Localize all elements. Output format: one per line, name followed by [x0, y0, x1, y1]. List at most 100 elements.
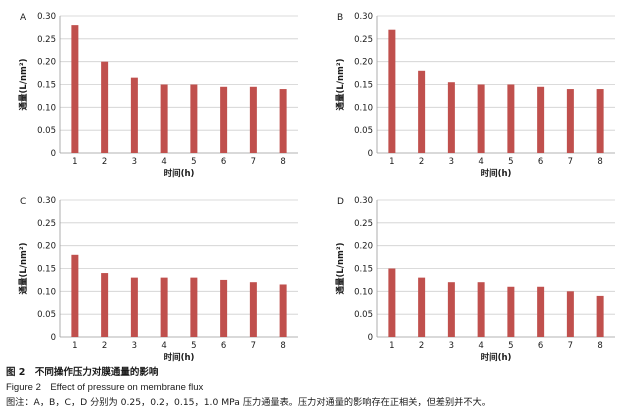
x-tick-label: 2	[419, 341, 424, 351]
x-tick-label: 1	[72, 157, 77, 167]
figure-caption-title: 图 2 不同操作压力对膜通量的影响	[6, 367, 159, 378]
x-tick-label: 6	[221, 157, 226, 167]
y-tick-label: 0.10	[37, 103, 56, 113]
panel-label-a: A	[20, 13, 27, 23]
y-tick-label: 0.30	[37, 196, 56, 206]
bar-5	[507, 286, 515, 337]
y-tick-label: 0.25	[354, 219, 373, 229]
x-tick-label: 3	[132, 157, 137, 167]
y-tick-label: 0.25	[37, 219, 56, 229]
panel-label-c: C	[20, 197, 26, 207]
bar-1	[71, 25, 79, 154]
bar-4	[477, 84, 485, 153]
x-axis-title: 时间(h)	[481, 168, 512, 179]
chart-svg-a: A 0 0.05 0.10 0.15 0.20 0.25 0.30 1 2 3 4 5 6 7 8 时间(h) 通…	[18, 12, 298, 179]
x-axis-title: 时间(h)	[164, 168, 195, 179]
x-tick-label: 1	[389, 157, 394, 167]
bar-7	[566, 89, 574, 153]
x-tick-label: 8	[597, 341, 602, 351]
y-tick-label: 0.15	[354, 81, 373, 91]
x-tick-label: 8	[597, 157, 602, 167]
x-tick-label: 7	[251, 341, 256, 351]
x-tick-label: 4	[478, 341, 483, 351]
figure-caption-note: 图注：A，B，C，D 分别为 0.25，0.2，0.15，1.0 MPa 压力通…	[6, 397, 491, 408]
x-tick-label: 1	[389, 341, 394, 351]
y-axis-title: 通量(L/nm²)	[335, 242, 346, 294]
panel-label-d: D	[337, 197, 344, 207]
x-tick-label: 5	[508, 157, 513, 167]
bar-5	[190, 84, 198, 153]
x-tick-label: 7	[568, 157, 573, 167]
y-tick-label: 0	[368, 333, 373, 343]
x-axis-title: 时间(h)	[481, 352, 512, 363]
x-tick-label: 2	[102, 157, 107, 167]
x-tick-label: 2	[419, 157, 424, 167]
bar-7	[566, 291, 574, 337]
bar-2	[418, 277, 426, 337]
bar-2	[101, 61, 109, 153]
y-tick-label: 0.10	[37, 287, 56, 297]
x-tick-label: 2	[102, 341, 107, 351]
chart-svg-d: D 0 0.05 0.10 0.15 0.20 0.25 0.30 1 2 3 4 5 6 7 8 时间(h) 通…	[335, 196, 615, 363]
y-tick-label: 0.10	[354, 103, 373, 113]
chart-panel-b: B 0 0.05 0.10 0.15 0.20 0.25 0.30 1 2 3 4 5 6 7 8 时间(h) 通…	[317, 2, 634, 180]
y-tick-label: 0.15	[354, 265, 373, 275]
y-tick-label: 0.05	[37, 126, 56, 136]
bar-4	[477, 282, 485, 337]
chart-svg-b: B 0 0.05 0.10 0.15 0.20 0.25 0.30 1 2 3 4 5 6 7 8 时间(h) 通…	[335, 12, 615, 179]
panel-label-b: B	[337, 13, 343, 23]
y-tick-label: 0.30	[354, 12, 373, 22]
x-tick-label: 6	[538, 157, 543, 167]
x-tick-label: 4	[478, 157, 483, 167]
bar-1	[71, 254, 79, 337]
bar-8	[279, 89, 287, 153]
y-tick-label: 0.20	[37, 58, 56, 68]
y-tick-label: 0.30	[37, 12, 56, 22]
x-tick-label: 5	[191, 157, 196, 167]
y-tick-label: 0.30	[354, 196, 373, 206]
y-tick-label: 0.05	[354, 126, 373, 136]
bar-1	[388, 29, 396, 154]
bar-7	[249, 86, 257, 153]
x-tick-label: 8	[280, 341, 285, 351]
bar-6	[220, 279, 228, 337]
x-tick-label: 7	[568, 341, 573, 351]
bar-5	[507, 84, 515, 153]
y-tick-label: 0.20	[354, 242, 373, 252]
bar-3	[130, 77, 138, 153]
y-tick-label: 0.15	[37, 265, 56, 275]
y-tick-label: 0.05	[37, 310, 56, 320]
figure-caption-english: Figure 2 Effect of pressure on membrane …	[6, 382, 204, 393]
bar-8	[596, 89, 604, 153]
chart-panel-a: A 0 0.05 0.10 0.15 0.20 0.25 0.30 1 2 3 4 5 6 7 8 时间(h) 通…	[0, 2, 317, 180]
x-tick-label: 1	[72, 341, 77, 351]
bar-4	[160, 277, 168, 337]
bar-8	[596, 295, 604, 337]
y-tick-label: 0.15	[37, 81, 56, 91]
bar-4	[160, 84, 168, 153]
y-tick-label: 0	[51, 333, 56, 343]
bar-6	[220, 86, 228, 153]
x-tick-label: 8	[280, 157, 285, 167]
y-axis-title: 通量(L/nm²)	[18, 58, 29, 110]
bar-1	[388, 268, 396, 337]
x-tick-label: 5	[508, 341, 513, 351]
chart-panel-c: C 0 0.05 0.10 0.15 0.20 0.25 0.30 1 2 3 4 5 6 7 8 时间(h) 通…	[0, 186, 317, 364]
chart-svg-c: C 0 0.05 0.10 0.15 0.20 0.25 0.30 1 2 3 4 5 6 7 8 时间(h) 通…	[18, 196, 298, 363]
bar-5	[190, 277, 198, 337]
y-tick-label: 0	[51, 149, 56, 159]
y-axis-title: 通量(L/nm²)	[18, 242, 29, 294]
bar-3	[447, 82, 455, 153]
y-axis-title: 通量(L/nm²)	[335, 58, 346, 110]
x-axis-title: 时间(h)	[164, 352, 195, 363]
x-tick-label: 3	[132, 341, 137, 351]
x-tick-label: 3	[449, 341, 454, 351]
x-tick-label: 6	[538, 341, 543, 351]
y-tick-label: 0.25	[354, 35, 373, 45]
bar-2	[101, 273, 109, 337]
y-tick-label: 0.20	[354, 58, 373, 68]
bar-3	[447, 282, 455, 337]
y-tick-label: 0.10	[354, 287, 373, 297]
bar-3	[130, 277, 138, 337]
bar-6	[537, 286, 545, 337]
